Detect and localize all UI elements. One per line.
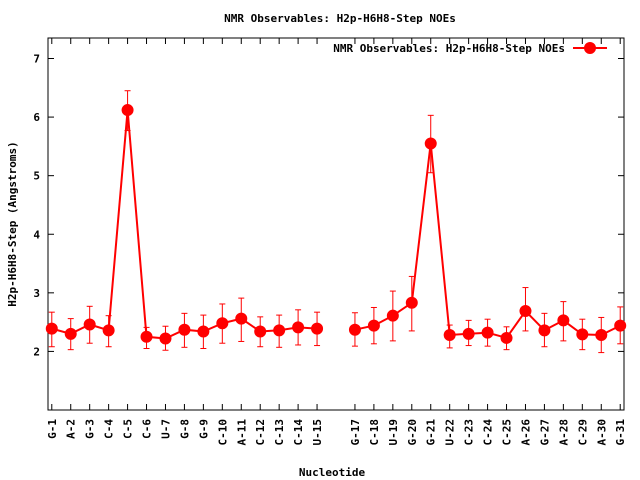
x-tick-label: C-6 (141, 419, 154, 439)
chart-title: NMR Observables: H2p-H6H8-Step NOEs (224, 12, 456, 25)
x-tick-label: C-29 (576, 419, 589, 446)
x-tick-label: G-1 (46, 419, 59, 439)
y-tick-label: 3 (33, 287, 40, 300)
data-point (292, 321, 305, 334)
data-point (197, 325, 210, 338)
legend-marker (584, 42, 596, 54)
x-tick-label: A-26 (519, 419, 532, 446)
data-point (386, 309, 399, 322)
data-point (367, 319, 380, 332)
x-tick-label: G-9 (197, 419, 210, 439)
y-axis: 2 3 4 5 6 7 (33, 53, 624, 358)
legend: NMR Observables: H2p-H6H8-Step NOEs (333, 42, 607, 55)
series-line (51, 110, 318, 340)
x-tick-label: U-7 (159, 419, 172, 439)
x-tick-label: A-2 (65, 419, 78, 439)
data-point (576, 328, 589, 341)
data-point (557, 314, 570, 327)
x-tick-label: U-15 (311, 419, 324, 446)
x-tick-label: A-30 (595, 419, 608, 446)
x-tick-label: G-31 (614, 419, 627, 446)
data-point (614, 319, 627, 332)
data-point (424, 137, 437, 150)
legend-label: NMR Observables: H2p-H6H8-Step NOEs (333, 42, 565, 55)
data-point (405, 296, 418, 309)
x-tick-label: C-5 (122, 419, 135, 439)
series-line (354, 143, 621, 340)
x-tick-label: C-25 (501, 419, 514, 446)
x-tick-label: G-17 (349, 419, 362, 446)
x-axis-label: Nucleotide (299, 466, 366, 479)
data-point (102, 324, 115, 337)
x-tick-label: C-10 (216, 419, 229, 446)
data-point (178, 323, 191, 336)
x-tick-label: G-27 (538, 419, 551, 446)
y-tick-label: 6 (33, 111, 40, 124)
data-point (595, 329, 608, 342)
data-point (273, 324, 286, 337)
data-point (121, 104, 134, 117)
x-tick-label: C-23 (463, 419, 476, 446)
data-point (519, 304, 532, 317)
data-point (159, 332, 172, 345)
x-tick-label: A-28 (557, 419, 570, 446)
data-point (83, 318, 96, 331)
data-point (235, 312, 248, 325)
x-tick-label: C-18 (368, 419, 381, 446)
data-point (481, 326, 494, 339)
x-tick-label: G-21 (425, 419, 438, 446)
x-tick-label: U-22 (444, 419, 457, 446)
y-tick-label: 4 (33, 228, 40, 241)
data-point (64, 327, 77, 340)
data-point (311, 322, 324, 335)
data-point (216, 317, 229, 330)
y-tick-label: 5 (33, 170, 40, 183)
x-tick-label: C-12 (254, 419, 267, 446)
x-tick-label: C-24 (482, 419, 495, 446)
data-point (140, 330, 153, 343)
plot-frame (47, 37, 625, 411)
data-point (538, 324, 551, 337)
data-point (462, 327, 475, 340)
data-point (45, 322, 58, 335)
data-point (443, 329, 456, 342)
x-tick-label: G-20 (406, 419, 419, 446)
y-axis-label: H2p-H6H8-Step (Angstroms) (6, 141, 19, 307)
series-layer (45, 90, 627, 354)
x-tick-label: C-4 (103, 419, 116, 439)
y-tick-label: 2 (33, 345, 40, 358)
x-tick-label: G-8 (178, 419, 191, 439)
x-tick-label: U-19 (387, 419, 400, 446)
x-tick-label: A-11 (235, 419, 248, 446)
y-tick-label: 7 (33, 53, 40, 66)
x-tick-label: C-13 (273, 419, 286, 446)
x-tick-label: G-3 (84, 419, 97, 439)
data-point (254, 325, 267, 338)
x-axis: G-1 A-2 G-3 C-4 C-5 C-6 U-7 G-8 G-9 C-10 A-11 C-12 C… (46, 38, 627, 446)
data-point (500, 331, 513, 344)
data-point (348, 323, 361, 336)
x-tick-label: C-14 (292, 419, 305, 446)
